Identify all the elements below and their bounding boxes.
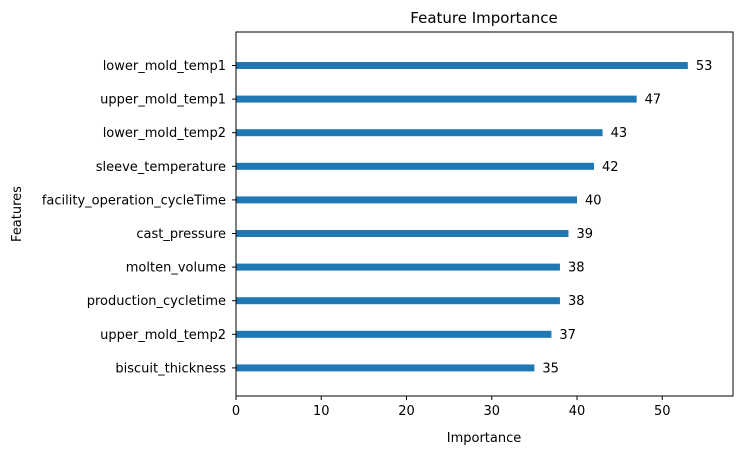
bar-value-label: 43 <box>611 126 628 141</box>
chart-title: Feature Importance <box>410 9 557 27</box>
bar-value-label: 38 <box>568 294 585 309</box>
y-tick-label: upper_mold_temp1 <box>100 93 226 108</box>
bar-value-label: 42 <box>602 160 619 175</box>
y-tick-label: production_cycletime <box>87 294 226 309</box>
x-tick-label: 40 <box>569 404 586 419</box>
bar <box>236 162 595 170</box>
bar-value-label: 53 <box>696 59 713 74</box>
bar <box>236 330 552 338</box>
bar-value-label: 39 <box>576 227 593 242</box>
bar <box>236 129 603 137</box>
bars-group <box>236 62 688 372</box>
bar <box>236 297 560 305</box>
bar <box>236 62 688 69</box>
bar-value-label: 40 <box>585 193 602 208</box>
x-axis-ticks: 0 10 20 30 40 50 <box>232 396 671 419</box>
x-tick-label: 0 <box>232 404 240 419</box>
bar <box>236 364 535 372</box>
y-tick-label: biscuit_thickness <box>115 361 226 376</box>
y-tick-label: lower_mold_temp1 <box>103 59 226 74</box>
bar-value-label: 47 <box>645 93 662 108</box>
x-tick-label: 30 <box>483 404 500 419</box>
y-tick-label: facility_operation_cycleTime <box>42 193 226 208</box>
y-tick-label: molten_volume <box>126 261 226 276</box>
value-labels-group: 53 47 43 42 40 39 38 38 37 35 <box>542 59 712 376</box>
bar-value-label: 37 <box>559 328 576 343</box>
x-axis-label: Importance <box>447 431 522 446</box>
x-tick-label: 10 <box>313 404 330 419</box>
y-tick-label: lower_mold_temp2 <box>103 126 226 141</box>
y-axis-ticks: lower_mold_temp1 upper_mold_temp1 lower_mo… <box>42 59 236 376</box>
bar-value-label: 38 <box>568 261 585 276</box>
x-tick-label: 20 <box>398 404 415 419</box>
bar <box>236 263 560 271</box>
bar <box>236 230 569 237</box>
bar <box>236 196 577 204</box>
bar-value-label: 35 <box>542 361 559 376</box>
y-tick-label: sleeve_temperature <box>96 160 226 175</box>
plot-frame <box>235 31 734 397</box>
y-tick-label: cast_pressure <box>136 227 226 242</box>
x-tick-label: 50 <box>654 404 671 419</box>
bar <box>236 95 637 103</box>
y-axis-label: Features <box>10 186 25 242</box>
y-tick-label: upper_mold_temp2 <box>100 328 226 343</box>
